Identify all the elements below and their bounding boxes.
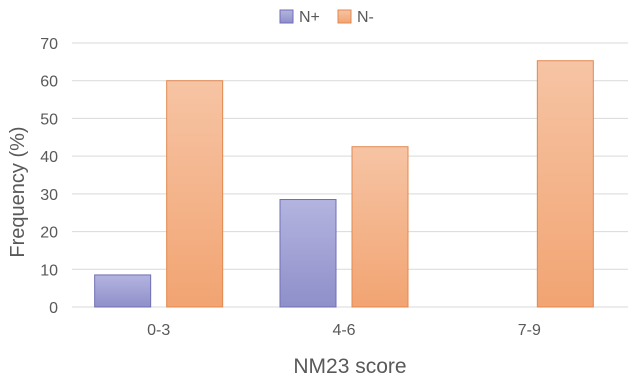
- bar-nplus-4-6: [279, 199, 337, 308]
- bar-nminus-7-9: [536, 60, 594, 308]
- legend-swatch: [337, 9, 352, 24]
- legend: N+ N-: [279, 9, 374, 26]
- y-tick-label: 40: [40, 149, 58, 166]
- bar-nminus-4-6: [351, 146, 409, 308]
- y-tick-label: 20: [40, 225, 58, 242]
- y-tick-label: 50: [40, 111, 58, 128]
- y-tick-label: 10: [40, 262, 58, 279]
- axes: 0 10 20 30 40 50 60 70 0-3 4-6 7-9: [40, 36, 541, 339]
- bar-nplus-0-3: [94, 274, 152, 308]
- y-tick-label: 0: [49, 300, 58, 317]
- x-tick-label: 0-3: [147, 322, 170, 339]
- bars: [94, 60, 594, 308]
- y-tick-label: 30: [40, 187, 58, 204]
- x-tick-label: 7-9: [518, 322, 541, 339]
- y-tick-label: 60: [40, 74, 58, 91]
- legend-label: N-: [357, 9, 374, 26]
- legend-label: N+: [299, 9, 320, 26]
- y-axis-label: Frequency (%): [7, 126, 29, 257]
- y-tick-label: 70: [40, 36, 58, 53]
- x-axis-label: NM23 score: [293, 355, 406, 378]
- x-tick-label: 4-6: [332, 322, 355, 339]
- legend-swatch: [279, 9, 294, 24]
- gridlines: [72, 42, 628, 308]
- bar-nminus-0-3: [166, 80, 224, 308]
